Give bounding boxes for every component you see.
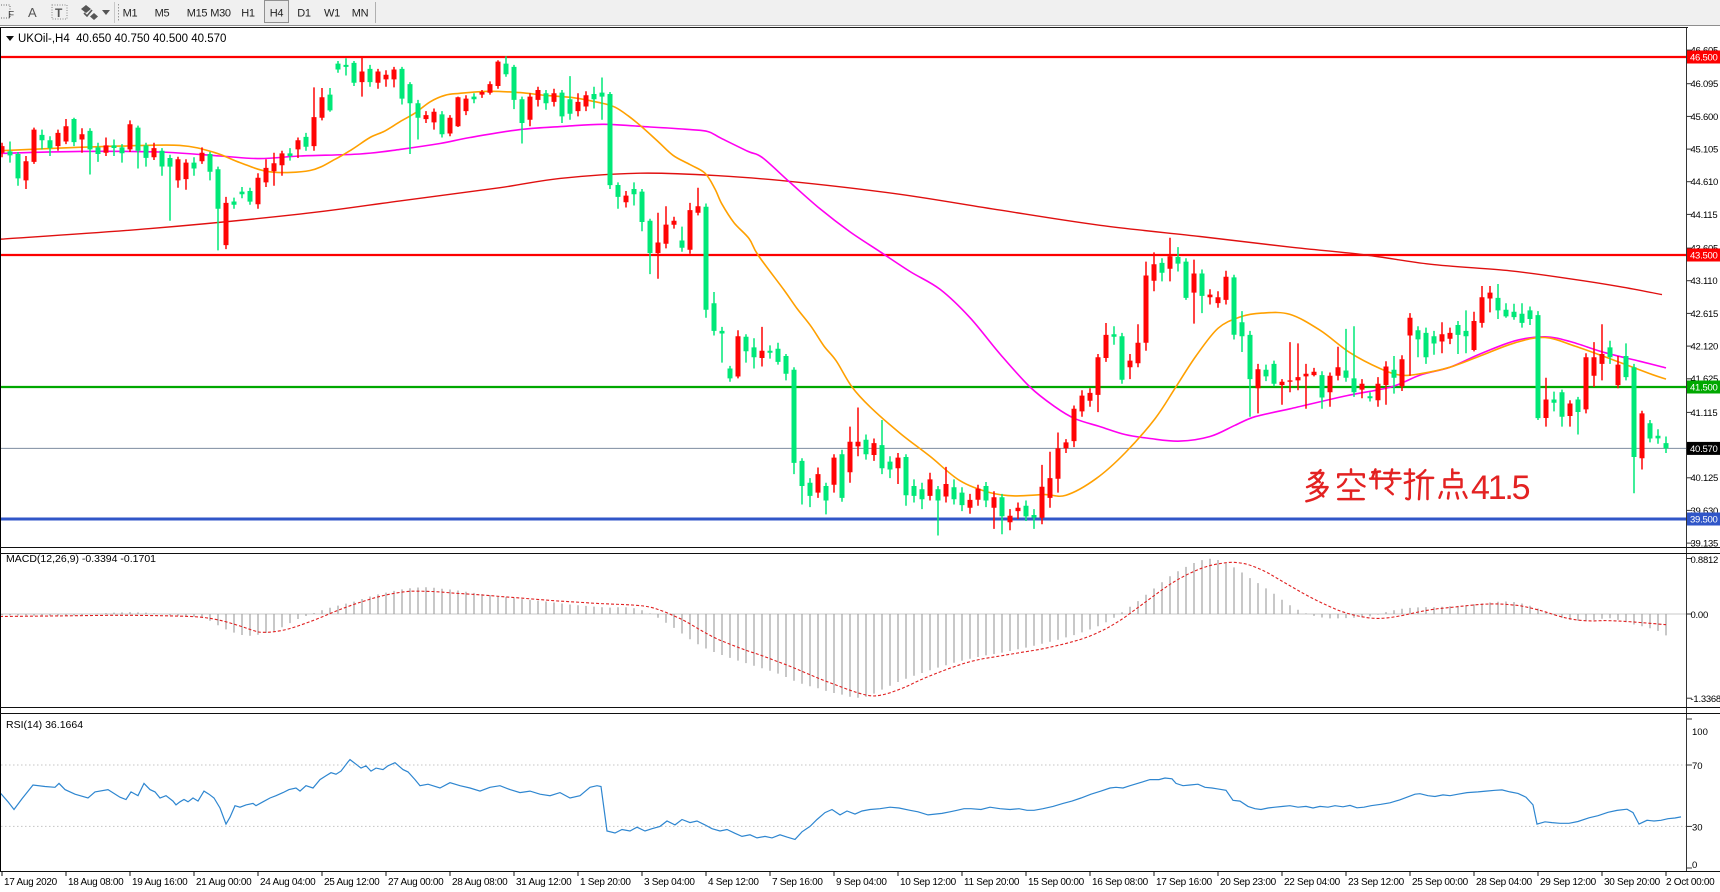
- svg-text:43.110: 43.110: [1691, 276, 1718, 287]
- svg-text:24 Aug 04:00: 24 Aug 04:00: [260, 877, 316, 888]
- svg-text:F: F: [8, 10, 14, 21]
- svg-text:16 Sep 08:00: 16 Sep 08:00: [1092, 877, 1149, 888]
- svg-text:46.095: 46.095: [1691, 79, 1719, 90]
- svg-text:18 Aug 08:00: 18 Aug 08:00: [68, 877, 124, 888]
- svg-text:28 Sep 04:00: 28 Sep 04:00: [1476, 877, 1533, 888]
- svg-text:46.500: 46.500: [1690, 53, 1718, 64]
- svg-text:45.105: 45.105: [1691, 145, 1719, 156]
- svg-text:25 Aug 12:00: 25 Aug 12:00: [324, 877, 380, 888]
- svg-text:A: A: [28, 5, 37, 20]
- svg-text:41.115: 41.115: [1691, 408, 1718, 419]
- svg-text:M30: M30: [210, 8, 231, 20]
- svg-text:MN: MN: [352, 8, 369, 20]
- svg-text:15 Sep 00:00: 15 Sep 00:00: [1028, 877, 1085, 888]
- svg-text:W1: W1: [324, 8, 340, 20]
- svg-text:H1: H1: [241, 8, 255, 20]
- svg-text:43.500: 43.500: [1690, 251, 1718, 262]
- svg-text:M5: M5: [155, 8, 170, 20]
- svg-text:31 Aug 12:00: 31 Aug 12:00: [516, 877, 572, 888]
- svg-text:44.115: 44.115: [1691, 210, 1718, 221]
- svg-text:40.125: 40.125: [1691, 473, 1719, 484]
- svg-text:30 Sep 20:00: 30 Sep 20:00: [1604, 877, 1661, 888]
- svg-text:17 Sep 16:00: 17 Sep 16:00: [1156, 877, 1213, 888]
- svg-text:7 Sep 16:00: 7 Sep 16:00: [772, 877, 823, 888]
- svg-text:39.630: 39.630: [1691, 506, 1719, 517]
- svg-text:1 Sep 20:00: 1 Sep 20:00: [580, 877, 631, 888]
- svg-text:M15: M15: [187, 8, 208, 20]
- svg-text:MACD(12,26,9) -0.3394 -0.1701: MACD(12,26,9) -0.3394 -0.1701: [6, 553, 156, 565]
- svg-text:20 Sep 23:00: 20 Sep 23:00: [1220, 877, 1277, 888]
- svg-text:22 Sep 04:00: 22 Sep 04:00: [1284, 877, 1341, 888]
- svg-text:42.615: 42.615: [1691, 309, 1719, 320]
- svg-text:D1: D1: [297, 8, 311, 20]
- svg-text:23 Sep 12:00: 23 Sep 12:00: [1348, 877, 1405, 888]
- svg-text:RSI(14) 36.1664: RSI(14) 36.1664: [6, 719, 83, 731]
- svg-text:39.500: 39.500: [1690, 515, 1718, 526]
- svg-text:2 Oct 00:00: 2 Oct 00:00: [1666, 877, 1715, 888]
- svg-text:H4: H4: [270, 8, 284, 20]
- svg-text:28 Aug 08:00: 28 Aug 08:00: [452, 877, 508, 888]
- svg-text:17 Aug 2020: 17 Aug 2020: [4, 877, 58, 888]
- svg-text:9 Sep 04:00: 9 Sep 04:00: [836, 877, 887, 888]
- svg-text:27 Aug 00:00: 27 Aug 00:00: [388, 877, 444, 888]
- svg-text:41.5: 41.5: [1471, 469, 1530, 507]
- svg-text:10 Sep 12:00: 10 Sep 12:00: [900, 877, 957, 888]
- svg-text:0: 0: [1692, 860, 1697, 871]
- svg-text:39.135: 39.135: [1691, 539, 1719, 550]
- svg-text:UKOil-,H4 40.650 40.750 40.50: UKOil-,H4 40.650 40.750 40.500 40.570: [18, 33, 226, 45]
- svg-text:70: 70: [1692, 761, 1703, 772]
- svg-text:4 Sep 12:00: 4 Sep 12:00: [708, 877, 759, 888]
- svg-text:M1: M1: [123, 8, 138, 20]
- svg-text:T: T: [55, 6, 63, 20]
- svg-text:0.00: 0.00: [1691, 610, 1709, 621]
- svg-text:21 Aug 00:00: 21 Aug 00:00: [196, 877, 252, 888]
- svg-text:40.570: 40.570: [1690, 444, 1718, 455]
- svg-text:41.625: 41.625: [1691, 374, 1719, 385]
- svg-text:11 Sep 20:00: 11 Sep 20:00: [964, 877, 1020, 888]
- svg-text:41.500: 41.500: [1690, 383, 1718, 394]
- svg-text:30: 30: [1692, 822, 1703, 833]
- svg-text:-1.3368: -1.3368: [1691, 694, 1720, 705]
- svg-text:45.600: 45.600: [1691, 112, 1719, 123]
- svg-text:100: 100: [1692, 727, 1708, 738]
- svg-text:44.610: 44.610: [1691, 177, 1719, 188]
- svg-text:25 Sep 00:00: 25 Sep 00:00: [1412, 877, 1469, 888]
- svg-text:19 Aug 16:00: 19 Aug 16:00: [132, 877, 188, 888]
- svg-text:0.8812: 0.8812: [1691, 555, 1719, 566]
- svg-text:42.120: 42.120: [1691, 342, 1719, 353]
- svg-text:3 Sep 04:00: 3 Sep 04:00: [644, 877, 695, 888]
- svg-text:29 Sep 12:00: 29 Sep 12:00: [1540, 877, 1597, 888]
